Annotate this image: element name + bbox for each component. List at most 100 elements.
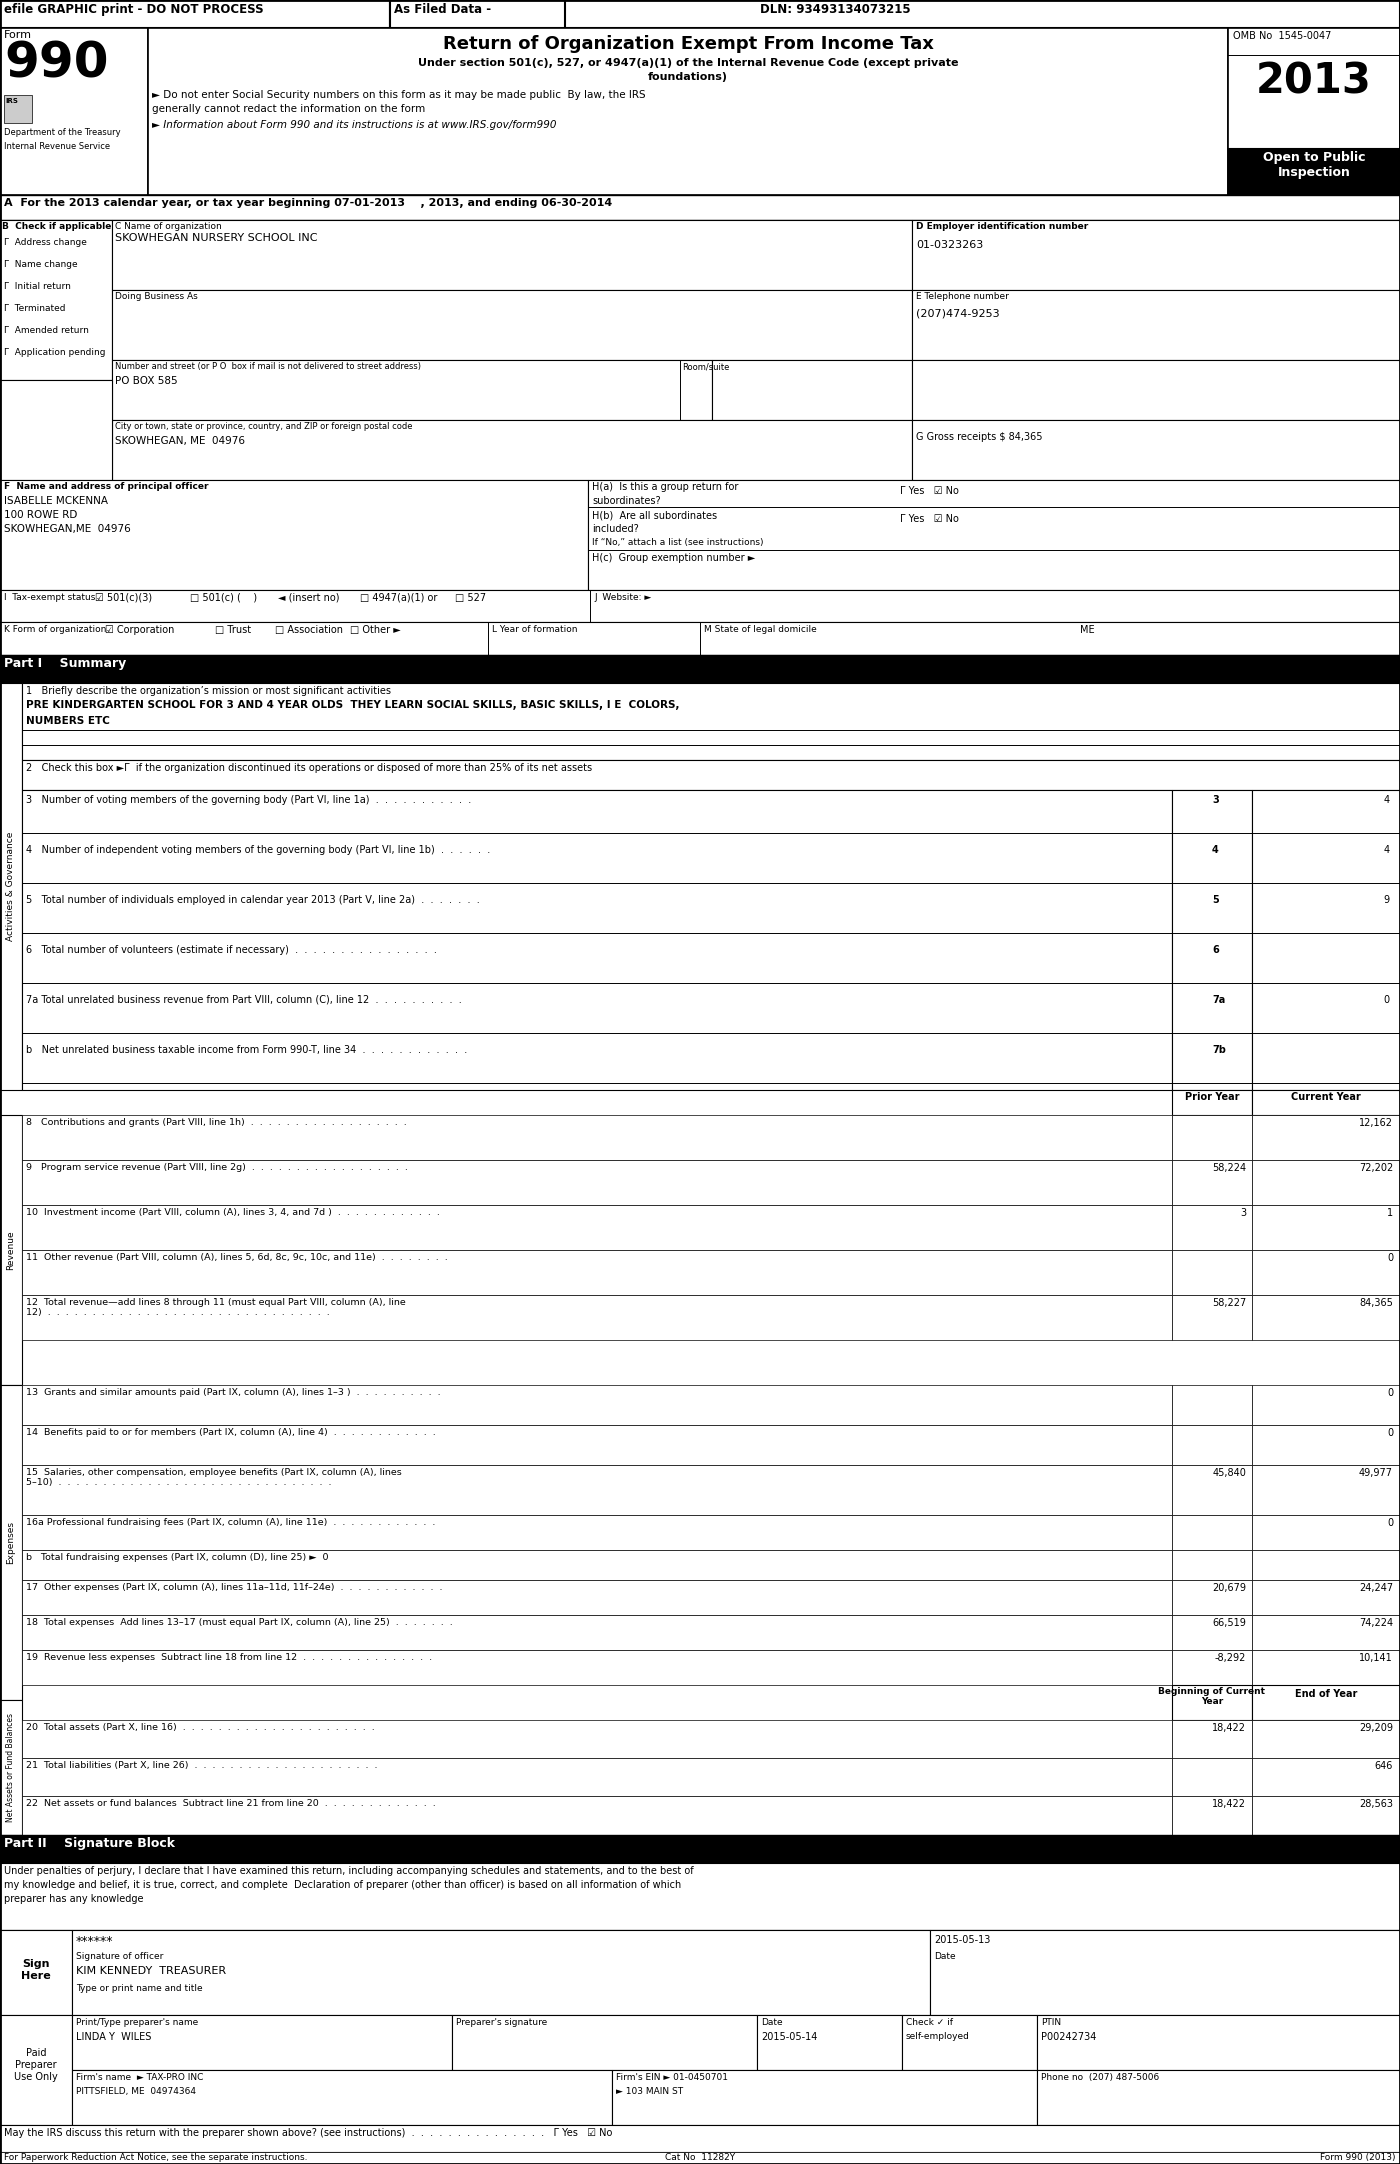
Bar — [1252, 1160, 1400, 1205]
Bar — [452, 2015, 757, 2071]
Bar — [22, 1294, 1172, 1340]
Text: 58,224: 58,224 — [1212, 1162, 1246, 1173]
Text: 12  Total revenue—add lines 8 through 11 (must equal Part VIII, column (A), line: 12 Total revenue—add lines 8 through 11 … — [27, 1298, 406, 1318]
Text: IRS: IRS — [6, 97, 18, 104]
Text: 14  Benefits paid to or for members (Part IX, column (A), line 4)  .  .  .  .  .: 14 Benefits paid to or for members (Part… — [27, 1428, 435, 1437]
Text: M State of legal domicile: M State of legal domicile — [704, 625, 816, 634]
Bar — [0, 1835, 1400, 1863]
Text: 72,202: 72,202 — [1359, 1162, 1393, 1173]
Bar — [0, 684, 22, 1091]
Text: Γ  Amended return: Γ Amended return — [4, 327, 88, 335]
Bar — [0, 1863, 1400, 1930]
Text: 4   Number of independent voting members of the governing body (Part VI, line 1b: 4 Number of independent voting members o… — [27, 844, 490, 855]
Bar — [22, 790, 1172, 1091]
Bar — [588, 480, 1400, 591]
Text: Γ  Name change: Γ Name change — [4, 260, 77, 268]
Text: 18,422: 18,422 — [1212, 1723, 1246, 1733]
Text: Activities & Governance: Activities & Governance — [7, 831, 15, 941]
Text: F  Name and address of principal officer: F Name and address of principal officer — [4, 483, 209, 491]
Text: 7a: 7a — [1212, 995, 1225, 1004]
Bar — [1252, 1757, 1400, 1796]
Text: generally cannot redact the information on the form: generally cannot redact the information … — [153, 104, 426, 115]
Text: Revenue: Revenue — [7, 1229, 15, 1270]
Bar — [1172, 1515, 1252, 1549]
Bar — [1037, 2015, 1400, 2071]
Bar — [22, 1580, 1172, 1614]
Text: ISABELLE MCKENNA: ISABELLE MCKENNA — [4, 496, 108, 506]
Bar — [112, 290, 911, 359]
Bar — [1172, 1757, 1252, 1796]
Text: Preparer's signature: Preparer's signature — [456, 2019, 547, 2028]
Text: Net Assets or Fund Balances: Net Assets or Fund Balances — [7, 1712, 15, 1822]
Bar — [911, 221, 1400, 290]
Text: ► Information about Form 990 and its instructions is at www.IRS.gov/form990: ► Information about Form 990 and its ins… — [153, 119, 557, 130]
Text: 6: 6 — [1212, 946, 1219, 954]
Bar — [22, 1649, 1172, 1686]
Bar — [22, 1465, 1172, 1515]
Text: SKOWHEGAN, ME  04976: SKOWHEGAN, ME 04976 — [115, 435, 245, 446]
Text: 66,519: 66,519 — [1212, 1619, 1246, 1627]
Text: Γ Yes   ☑ No: Γ Yes ☑ No — [900, 487, 959, 496]
Bar — [1172, 790, 1252, 1091]
Bar — [1252, 1686, 1400, 1720]
Bar — [71, 2015, 452, 2071]
Text: Check ✓ if: Check ✓ if — [906, 2019, 953, 2028]
Text: As Filed Data -: As Filed Data - — [393, 2, 491, 15]
Text: 0: 0 — [1387, 1428, 1393, 1439]
Text: b   Net unrelated business taxable income from Form 990-T, line 34  .  .  .  .  : b Net unrelated business taxable income … — [27, 1045, 468, 1056]
Bar — [1172, 1614, 1252, 1649]
Bar — [1172, 1426, 1252, 1465]
Bar — [911, 420, 1400, 480]
Bar — [0, 1930, 71, 2015]
Text: A  For the 2013 calendar year, or tax year beginning 07-01-2013    , 2013, and e: A For the 2013 calendar year, or tax yea… — [4, 197, 612, 208]
Text: G Gross receipts $ 84,365: G Gross receipts $ 84,365 — [916, 433, 1043, 441]
Text: 45,840: 45,840 — [1212, 1467, 1246, 1478]
Text: Doing Business As: Doing Business As — [115, 292, 197, 301]
Text: Γ  Initial return: Γ Initial return — [4, 281, 71, 290]
Text: ******: ****** — [76, 1935, 113, 1948]
Text: 5: 5 — [1212, 896, 1219, 905]
Bar — [0, 28, 1400, 195]
Text: E Telephone number: E Telephone number — [916, 292, 1009, 301]
Text: Γ  Terminated: Γ Terminated — [4, 303, 66, 314]
Text: Internal Revenue Service: Internal Revenue Service — [4, 143, 111, 151]
Bar — [911, 359, 1400, 420]
Bar — [391, 0, 566, 28]
Text: Form: Form — [4, 30, 32, 39]
Bar — [0, 195, 1400, 221]
Text: foundations): foundations) — [648, 71, 728, 82]
Text: ☑ 501(c)(3): ☑ 501(c)(3) — [95, 593, 153, 604]
Text: -8,292: -8,292 — [1215, 1653, 1246, 1662]
Text: □ Other ►: □ Other ► — [350, 625, 400, 634]
Text: 12,162: 12,162 — [1359, 1119, 1393, 1127]
Text: I  Tax-exempt status: I Tax-exempt status — [4, 593, 95, 602]
Text: □ 501(c) (    ): □ 501(c) ( ) — [190, 593, 258, 604]
Text: End of Year: End of Year — [1295, 1688, 1357, 1699]
Text: 29,209: 29,209 — [1359, 1723, 1393, 1733]
Text: DLN: 93493134073215: DLN: 93493134073215 — [760, 2, 910, 15]
Text: 4: 4 — [1383, 794, 1390, 805]
Bar — [1252, 1549, 1400, 1580]
Bar — [1252, 1649, 1400, 1686]
Text: included?: included? — [592, 524, 638, 535]
Bar — [1252, 1515, 1400, 1549]
Text: 16a Professional fundraising fees (Part IX, column (A), line 11e)  .  .  .  .  .: 16a Professional fundraising fees (Part … — [27, 1517, 435, 1528]
Text: May the IRS discuss this return with the preparer shown above? (see instructions: May the IRS discuss this return with the… — [4, 2127, 612, 2138]
Bar — [22, 1251, 1172, 1294]
Text: Under penalties of perjury, I declare that I have examined this return, includin: Under penalties of perjury, I declare th… — [4, 1865, 693, 1876]
Text: □ 527: □ 527 — [455, 593, 486, 604]
Text: 6   Total number of volunteers (estimate if necessary)  .  .  .  .  .  .  .  .  : 6 Total number of volunteers (estimate i… — [27, 946, 437, 954]
Text: 7b: 7b — [1212, 1045, 1226, 1056]
Text: Return of Organization Exempt From Income Tax: Return of Organization Exempt From Incom… — [442, 35, 934, 52]
Text: 2015-05-13: 2015-05-13 — [934, 1935, 990, 1945]
Bar — [1252, 790, 1400, 1091]
Bar — [22, 1385, 1172, 1426]
Bar — [757, 2015, 902, 2071]
Text: Department of the Treasury: Department of the Treasury — [4, 128, 120, 136]
Bar — [612, 2071, 1037, 2125]
Bar — [71, 1930, 930, 2015]
Bar — [1172, 1205, 1252, 1251]
Text: 10,141: 10,141 — [1359, 1653, 1393, 1662]
Text: 19  Revenue less expenses  Subtract line 18 from line 12  .  .  .  .  .  .  .  .: 19 Revenue less expenses Subtract line 1… — [27, 1653, 433, 1662]
Bar — [713, 359, 911, 420]
